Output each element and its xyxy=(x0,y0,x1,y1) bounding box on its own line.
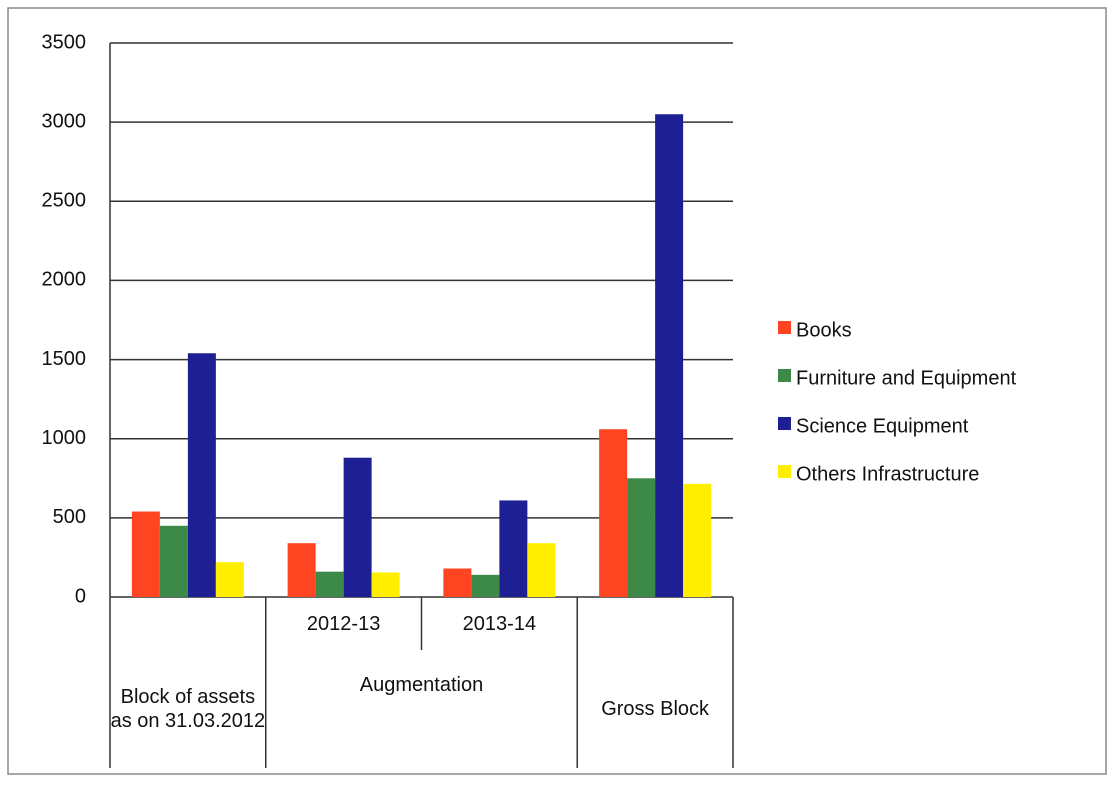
bar xyxy=(215,562,244,597)
bar xyxy=(315,571,344,597)
bar xyxy=(527,543,556,597)
x-tick-label: Block of assets as on 31.03.2012 xyxy=(110,686,266,732)
chart-border xyxy=(7,7,1107,775)
bar xyxy=(187,353,216,597)
legend-label: Furniture and Equipment xyxy=(796,367,1017,389)
y-tick-label: 1500 xyxy=(42,348,87,370)
bar xyxy=(599,429,628,597)
bar xyxy=(443,568,472,597)
x-tick-label: 2013-14 xyxy=(462,612,537,635)
x-tick-label: 2012-13 xyxy=(306,612,381,635)
bar xyxy=(499,500,528,597)
y-tick-label: 2500 xyxy=(42,190,87,212)
bar xyxy=(371,572,400,597)
legend-swatch xyxy=(778,465,791,478)
group-label: Augmentation xyxy=(359,674,484,696)
bar xyxy=(471,574,500,597)
y-tick-label: 3000 xyxy=(42,110,87,132)
bar xyxy=(343,457,372,597)
legend-label: Books xyxy=(796,319,852,341)
legend-label: Science Equipment xyxy=(796,415,969,437)
legend-swatch xyxy=(778,417,791,430)
y-tick-label: 0 xyxy=(75,585,86,607)
y-tick-label: 2000 xyxy=(42,269,87,291)
y-tick-label: 500 xyxy=(53,506,86,528)
legend-swatch xyxy=(778,321,791,334)
y-tick-label: 1000 xyxy=(42,427,87,449)
bar xyxy=(683,483,712,597)
legend-swatch xyxy=(778,369,791,382)
bar xyxy=(131,511,160,597)
bar xyxy=(655,114,684,597)
bar xyxy=(159,525,188,597)
legend-label: Others Infrastructure xyxy=(796,463,979,485)
bar xyxy=(287,543,316,597)
y-tick-label: 3500 xyxy=(42,31,87,53)
x-tick-label: Gross Block xyxy=(601,698,710,720)
bar xyxy=(627,478,656,597)
